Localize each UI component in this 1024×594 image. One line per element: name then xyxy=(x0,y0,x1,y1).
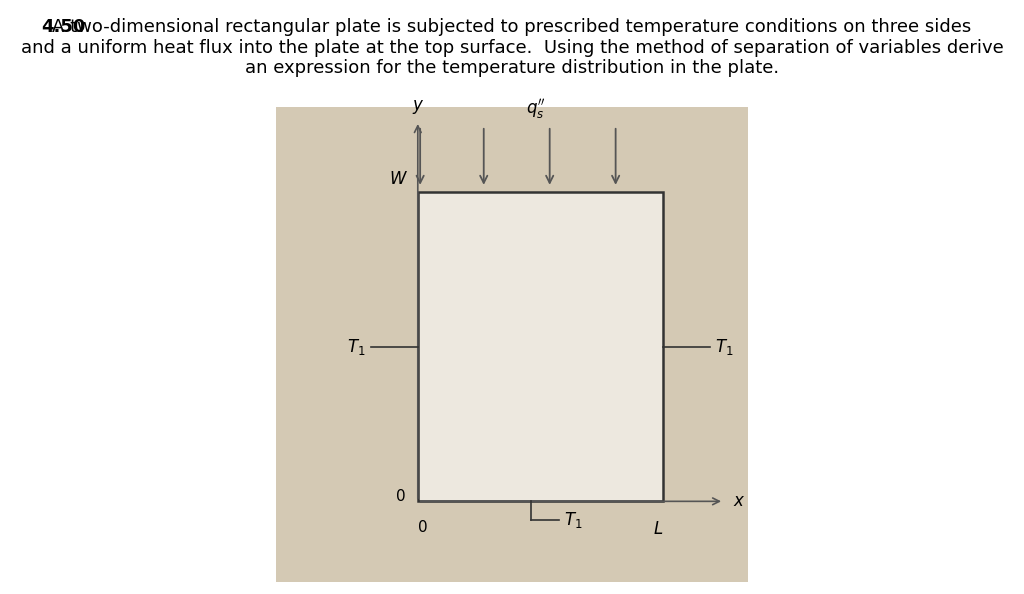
Bar xyxy=(418,192,663,501)
Text: $W$: $W$ xyxy=(389,170,409,188)
Text: $T_1$: $T_1$ xyxy=(347,337,366,357)
Text: $T_1$: $T_1$ xyxy=(715,337,733,357)
Text: 4.50: 4.50 xyxy=(41,18,85,36)
Text: $y$: $y$ xyxy=(412,99,424,116)
Text: $q_s''$: $q_s''$ xyxy=(525,97,546,121)
Text: 0: 0 xyxy=(396,489,406,504)
Text: $T_1$: $T_1$ xyxy=(564,510,583,530)
Text: 0: 0 xyxy=(418,520,427,535)
Text: $x$: $x$ xyxy=(733,492,745,510)
Text: $L$: $L$ xyxy=(653,520,664,538)
Text: A two-dimensional rectangular plate is subjected to prescribed temperature condi: A two-dimensional rectangular plate is s… xyxy=(20,18,1004,77)
